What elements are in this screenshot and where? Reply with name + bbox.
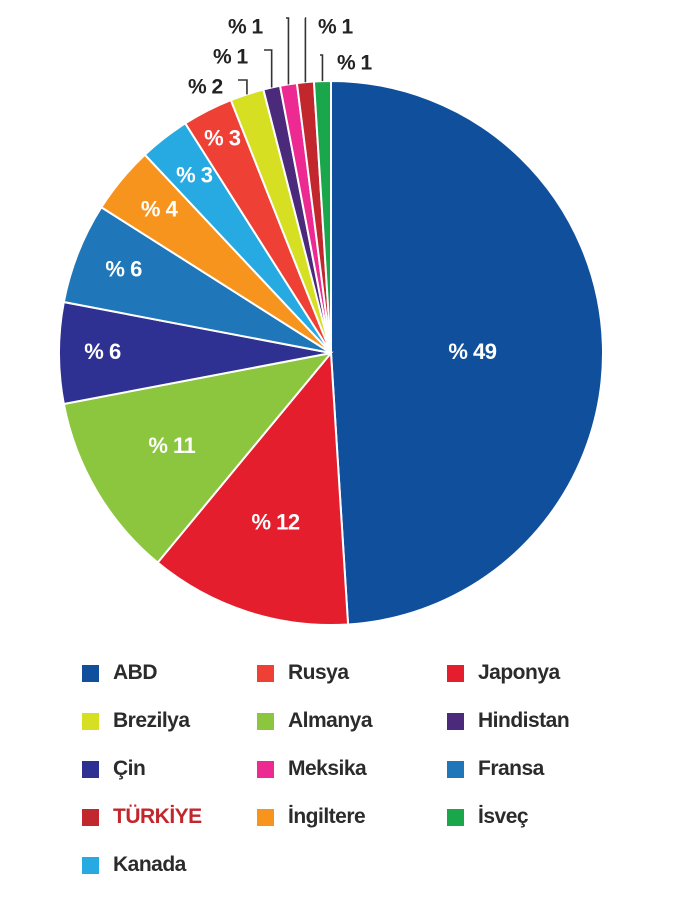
legend-label: ABD bbox=[113, 661, 158, 684]
legend-swatch bbox=[82, 808, 99, 826]
slice-label-rusya: % 3 bbox=[204, 126, 241, 151]
slice-label-meksika: % 1 bbox=[228, 16, 264, 39]
legend-swatch bbox=[257, 808, 274, 826]
legend-label: Fransa bbox=[478, 757, 544, 780]
legend-label: İsveç bbox=[478, 805, 529, 828]
legend-label: Çin bbox=[113, 757, 146, 780]
pie-slice-japonya bbox=[156, 350, 350, 626]
legend-item-rusya: Rusya bbox=[257, 660, 447, 686]
legend-swatch bbox=[257, 664, 274, 682]
legend-label: Kanada bbox=[113, 853, 186, 876]
legend-item-abd: ABD bbox=[82, 660, 257, 686]
legend-item-meksika: Meksika bbox=[257, 756, 447, 782]
slice-label-hindistan: % 1 bbox=[213, 46, 249, 69]
slice-label-cin: % 6 bbox=[84, 339, 121, 364]
legend-swatch bbox=[447, 664, 464, 682]
legend-label: TÜRKİYE bbox=[113, 805, 202, 828]
legend-item-fransa: Fransa bbox=[447, 756, 622, 782]
legend-item-japonya: Japonya bbox=[447, 660, 622, 686]
legend-swatch bbox=[82, 856, 99, 874]
legend-item-almanya: Almanya bbox=[257, 708, 447, 734]
legend-item-cin: Çin bbox=[82, 756, 257, 782]
legend-label: Hindistan bbox=[478, 709, 570, 732]
legend-item-isvec: İsveç bbox=[447, 804, 622, 830]
pie-slice-almanya bbox=[62, 351, 334, 564]
legend-item-ingiltere: İngiltere bbox=[257, 804, 447, 830]
slice-label-japonya: % 12 bbox=[251, 510, 299, 535]
legend-swatch bbox=[82, 664, 99, 682]
legend-label: İngiltere bbox=[288, 805, 366, 828]
slice-label-isvec: % 1 bbox=[337, 52, 373, 75]
slice-label-turkiye: % 1 bbox=[318, 16, 354, 39]
slice-label-kanada: % 3 bbox=[176, 163, 213, 188]
legend-swatch bbox=[447, 712, 464, 730]
callout-leader-lines bbox=[238, 17, 324, 95]
leader-line-isvec bbox=[320, 54, 324, 82]
leader-line-meksika bbox=[286, 17, 290, 85]
legend-swatch bbox=[82, 712, 99, 730]
legend-item-turkiye: TÜRKİYE bbox=[82, 804, 257, 830]
pie-slices bbox=[58, 79, 604, 626]
legend-swatch bbox=[82, 760, 99, 778]
legend-label: Japonya bbox=[478, 661, 560, 684]
slice-label-almanya: % 11 bbox=[148, 433, 195, 458]
pie-chart: % 49 % 12 % 11 % 6 % 6 % 4 % 3 % 3 % 2 % 1 % 1 % 1%… bbox=[58, 16, 604, 626]
slice-label-brezilya: % 2 bbox=[188, 76, 223, 99]
slice-label-fransa: % 6 bbox=[105, 257, 142, 282]
legend-swatch bbox=[257, 760, 274, 778]
legend-item-kanada: Kanada bbox=[82, 852, 257, 878]
legend-label: Brezilya bbox=[113, 709, 190, 732]
leader-line-brezilya bbox=[238, 79, 248, 95]
legend-item-brezilya: Brezilya bbox=[82, 708, 257, 734]
legend-label: Almanya bbox=[288, 709, 373, 732]
legend-label: Meksika bbox=[288, 757, 367, 780]
legend-swatch bbox=[447, 808, 464, 826]
legend-item-hindistan: Hindistan bbox=[447, 708, 622, 734]
legend-swatch bbox=[257, 712, 274, 730]
slice-label-ingiltere: % 4 bbox=[141, 197, 179, 222]
legend-label: Rusya bbox=[288, 661, 349, 684]
leader-line-hindistan bbox=[264, 49, 273, 88]
legend: ABD Rusya Japonya Brezilya Almanya Hindistan Ç… bbox=[82, 660, 642, 878]
slice-label-abd: % 49 bbox=[448, 339, 496, 364]
pie-slice-labels: % 49 % 12 % 11 % 6 % 6 % 4 % 3 % 3 % 2 % 1 % 1 % 1%… bbox=[84, 16, 497, 535]
legend-swatch bbox=[447, 760, 464, 778]
pie-slice-abd bbox=[330, 79, 604, 626]
